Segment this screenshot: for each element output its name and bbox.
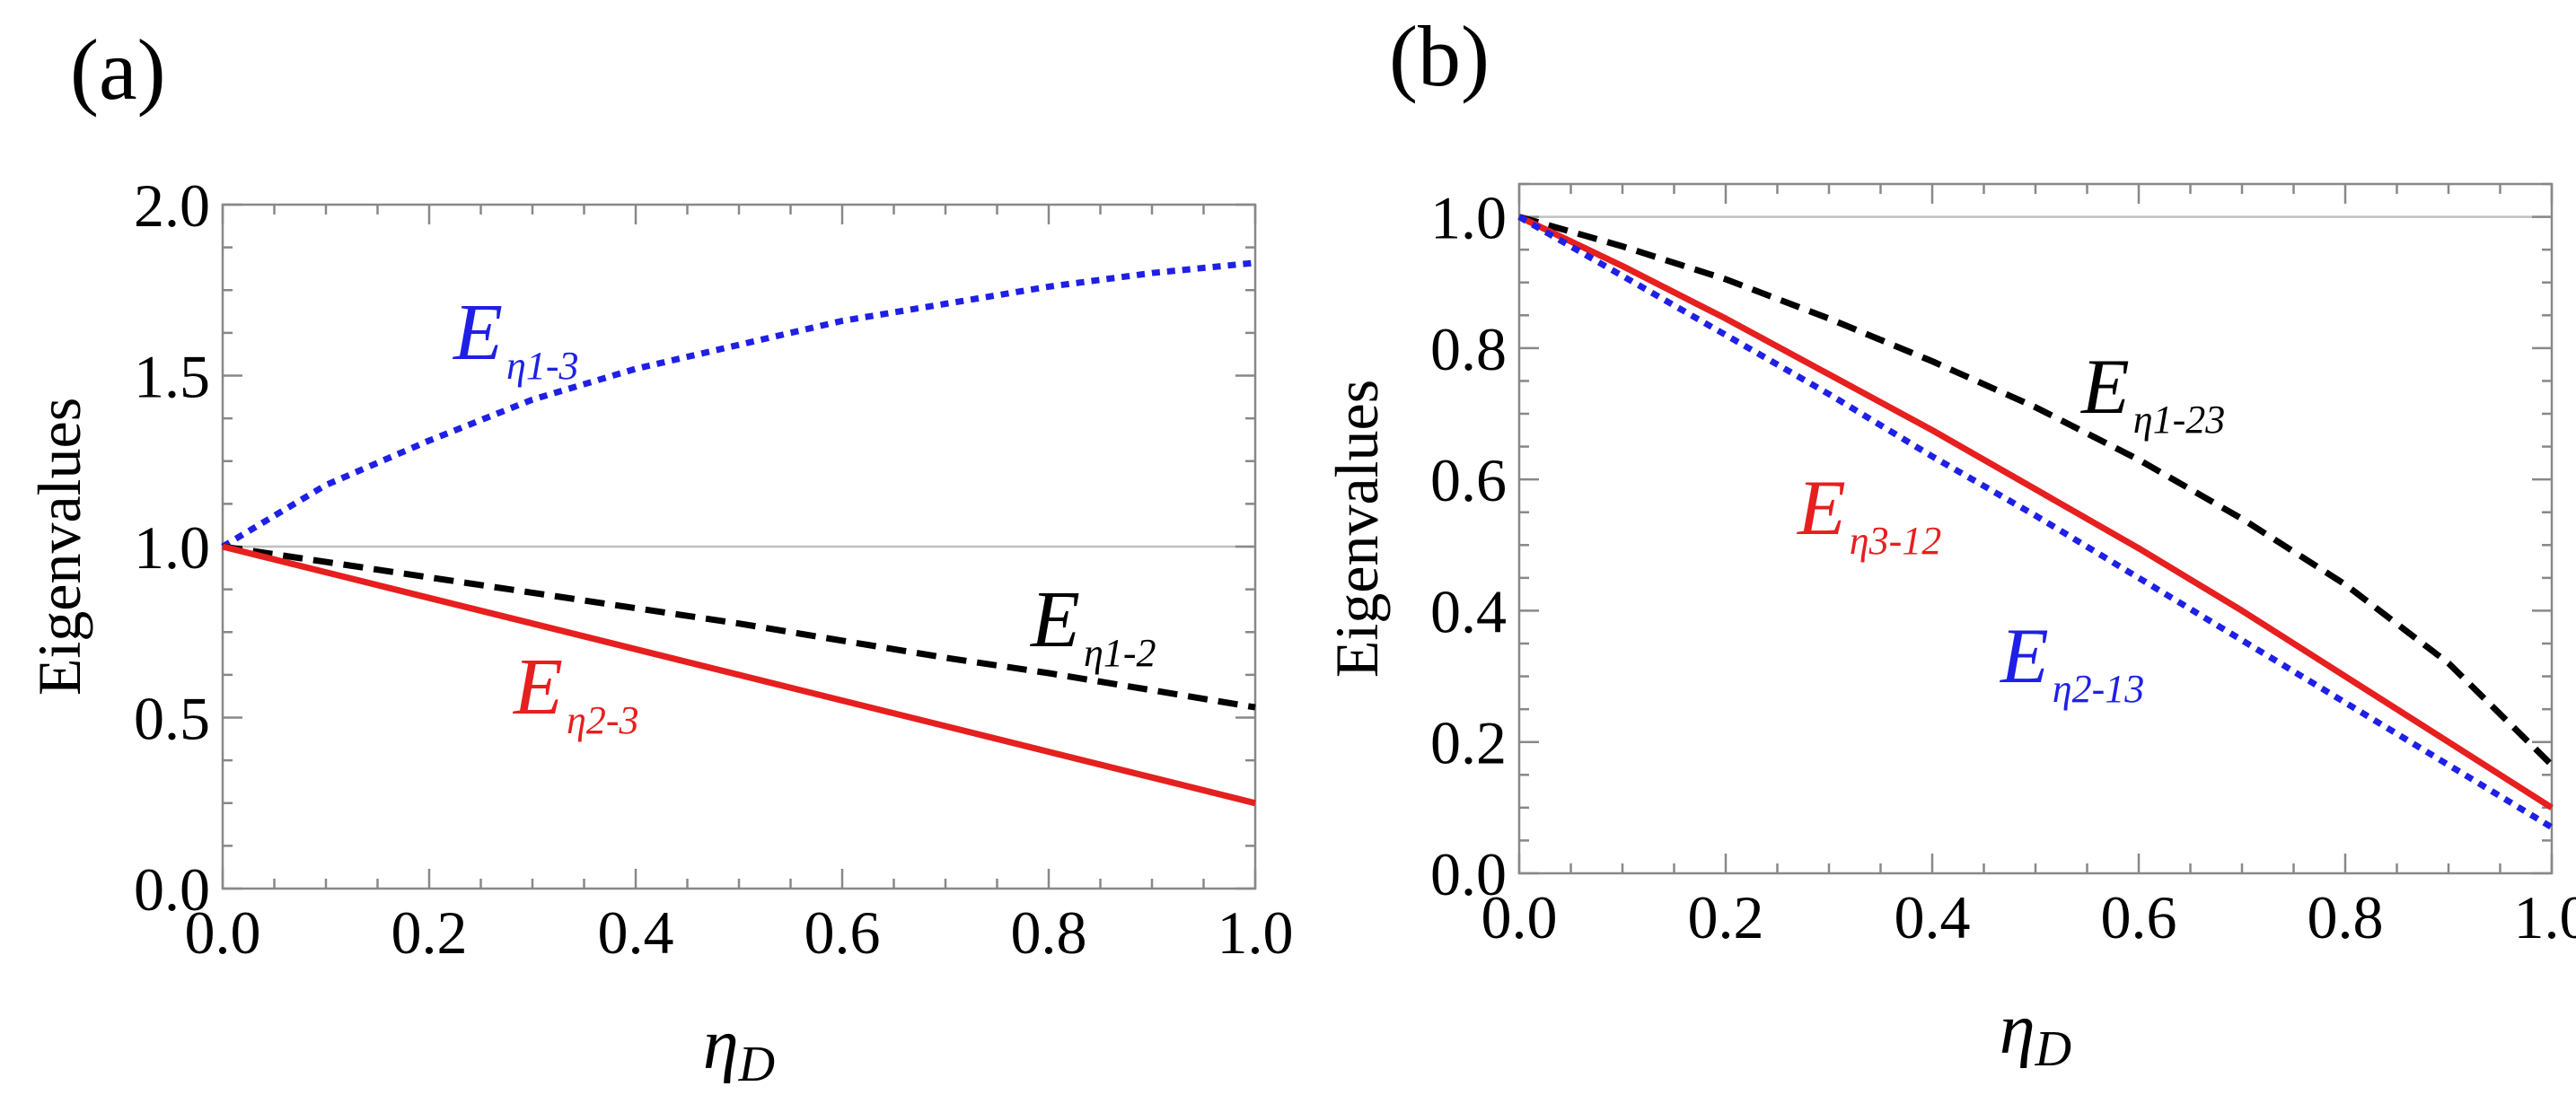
series-label-sub: η2-3 — [567, 698, 638, 742]
series-label-main: E — [2079, 344, 2130, 431]
x-tick-label: 1.0 — [2514, 883, 2576, 951]
series-label-η1-2: Eη1-2 — [1029, 575, 1156, 675]
y-tick-label: 0.2 — [1430, 709, 1507, 777]
y-tick-label: 0.0 — [134, 855, 210, 924]
series-label-main: E — [512, 643, 563, 731]
x-axis-symbol: η — [703, 1005, 739, 1084]
series-line-η1-23 — [1518, 214, 2554, 767]
panel-label: (a) — [70, 22, 166, 118]
y-tick-label: 1.0 — [1430, 184, 1507, 252]
x-tick-label: 1.0 — [1218, 898, 1294, 967]
y-tick-label: 0.0 — [1430, 840, 1507, 908]
x-axis-label: ηD — [703, 1005, 775, 1092]
series-label-sub: η1-23 — [2133, 398, 2225, 442]
y-tick-label: 1.5 — [134, 343, 210, 411]
y-axis-label: Eigenvalues — [25, 398, 93, 696]
series-label-η3-12: Eη3-12 — [1796, 465, 1941, 563]
x-tick-label: 0.6 — [804, 898, 881, 967]
y-tick-label: 0.4 — [1430, 577, 1507, 645]
series-label-main: E — [1999, 613, 2049, 700]
series-label-η1-3: Eη1-3 — [452, 288, 578, 388]
plot-frame — [1517, 182, 2554, 875]
x-tick-label: 0.4 — [1895, 883, 1971, 951]
y-tick-label: 0.8 — [1430, 315, 1507, 383]
x-tick-label: 0.2 — [391, 898, 468, 967]
series-line-η2-13 — [1517, 214, 2554, 830]
series-label-main: E — [1796, 465, 1846, 552]
x-tick-label: 0.0 — [1481, 883, 1558, 951]
series-label-η2-13: Eη2-13 — [1999, 613, 2144, 711]
x-axis-label: ηD — [2000, 990, 2071, 1077]
series-label-sub: η1-2 — [1084, 631, 1156, 675]
series-label-sub: η2-13 — [2053, 667, 2144, 711]
series-line-η3-12 — [1517, 214, 2554, 810]
panel-a: (a) 0.0 0.2 0.4 0.6 0.8 1.0 0.0 0.5 1.0 1.5 2.0 Eige… — [25, 22, 1294, 1092]
y-tick-label: 1.0 — [134, 513, 210, 582]
panel-label: (b) — [1389, 8, 1490, 104]
x-axis-subscript: D — [2035, 1021, 2071, 1077]
series-label-η2-3: Eη2-3 — [512, 643, 638, 742]
panel-b: (b) 0.0 0.2 0.4 0.6 0.8 1.0 0.0 0.2 0.4 0.6 0.8 1.0 E… — [1323, 8, 2576, 1077]
x-tick-label: 0.4 — [598, 898, 674, 967]
series-label-sub: η1-3 — [506, 344, 578, 388]
series-line-η1-2 — [222, 543, 1256, 711]
y-tick-label: 0.6 — [1430, 446, 1507, 514]
series-line-η1-3 — [221, 259, 1256, 550]
x-tick-label: 0.0 — [185, 898, 261, 967]
y-tick-label: 2.0 — [134, 171, 210, 240]
series-label-sub: η3-12 — [1850, 519, 1941, 563]
x-tick-label: 0.2 — [1688, 883, 1764, 951]
series-label-main: E — [452, 288, 503, 377]
x-tick-label: 0.8 — [2308, 883, 2384, 951]
y-axis-label: Eigenvalues — [1323, 380, 1391, 678]
x-tick-label: 0.8 — [1011, 898, 1087, 967]
y-tick-label: 0.5 — [134, 685, 210, 753]
x-tick-label: 0.6 — [2101, 883, 2177, 951]
series-label-main: E — [1029, 575, 1080, 664]
x-axis-symbol: η — [2000, 990, 2035, 1069]
x-axis-subscript: D — [738, 1037, 775, 1092]
series-label-η1-23: Eη1-23 — [2079, 344, 2225, 442]
series-line-η2-3 — [222, 543, 1256, 807]
